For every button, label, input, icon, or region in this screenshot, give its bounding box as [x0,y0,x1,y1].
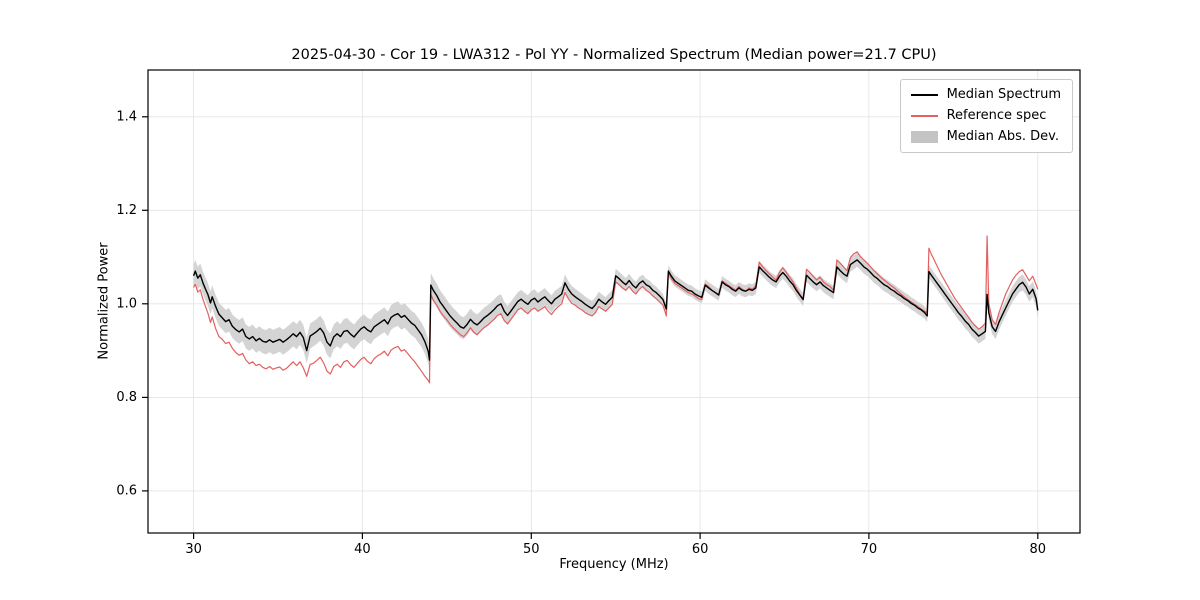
legend-item-reference: Reference spec [910,108,1061,124]
legend-label-median: Median Spectrum [946,87,1061,102]
y-tick-label: 1.4 [116,109,137,124]
mad-band-swatch-icon [910,131,938,143]
y-tick-label: 1.2 [116,203,137,218]
mad-band [193,252,1038,373]
median-line-swatch-icon [910,94,938,96]
legend: Median Spectrum Reference spec Median Ab… [899,79,1073,153]
x-tick-label: 50 [523,542,540,557]
axes-spines [147,69,1081,534]
y-tick-label: 0.6 [116,483,137,498]
legend-item-median: Median Spectrum [910,87,1061,103]
reference-spectrum-line [193,235,1039,384]
x-tick-label: 40 [354,542,371,557]
x-axis-label: Frequency (MHz) [559,557,669,572]
legend-label-reference: Reference spec [946,108,1047,123]
legend-label-mad: Median Abs. Dev. [946,129,1060,144]
median-spectrum-line [192,259,1039,361]
x-tick-label: 70 [861,542,878,557]
y-tick-label: 0.8 [116,390,137,405]
x-tick-label: 80 [1030,542,1047,557]
y-tick-label: 1.0 [116,296,137,311]
x-tick-label: 60 [692,542,709,557]
chart-title: 2025-04-30 - Cor 19 - LWA312 - Pol YY - … [291,47,937,63]
reference-line-swatch-icon [910,115,938,117]
y-axis-label: Normalized Power [96,242,112,360]
x-tick-label: 30 [185,542,202,557]
legend-item-mad: Median Abs. Dev. [910,129,1061,145]
